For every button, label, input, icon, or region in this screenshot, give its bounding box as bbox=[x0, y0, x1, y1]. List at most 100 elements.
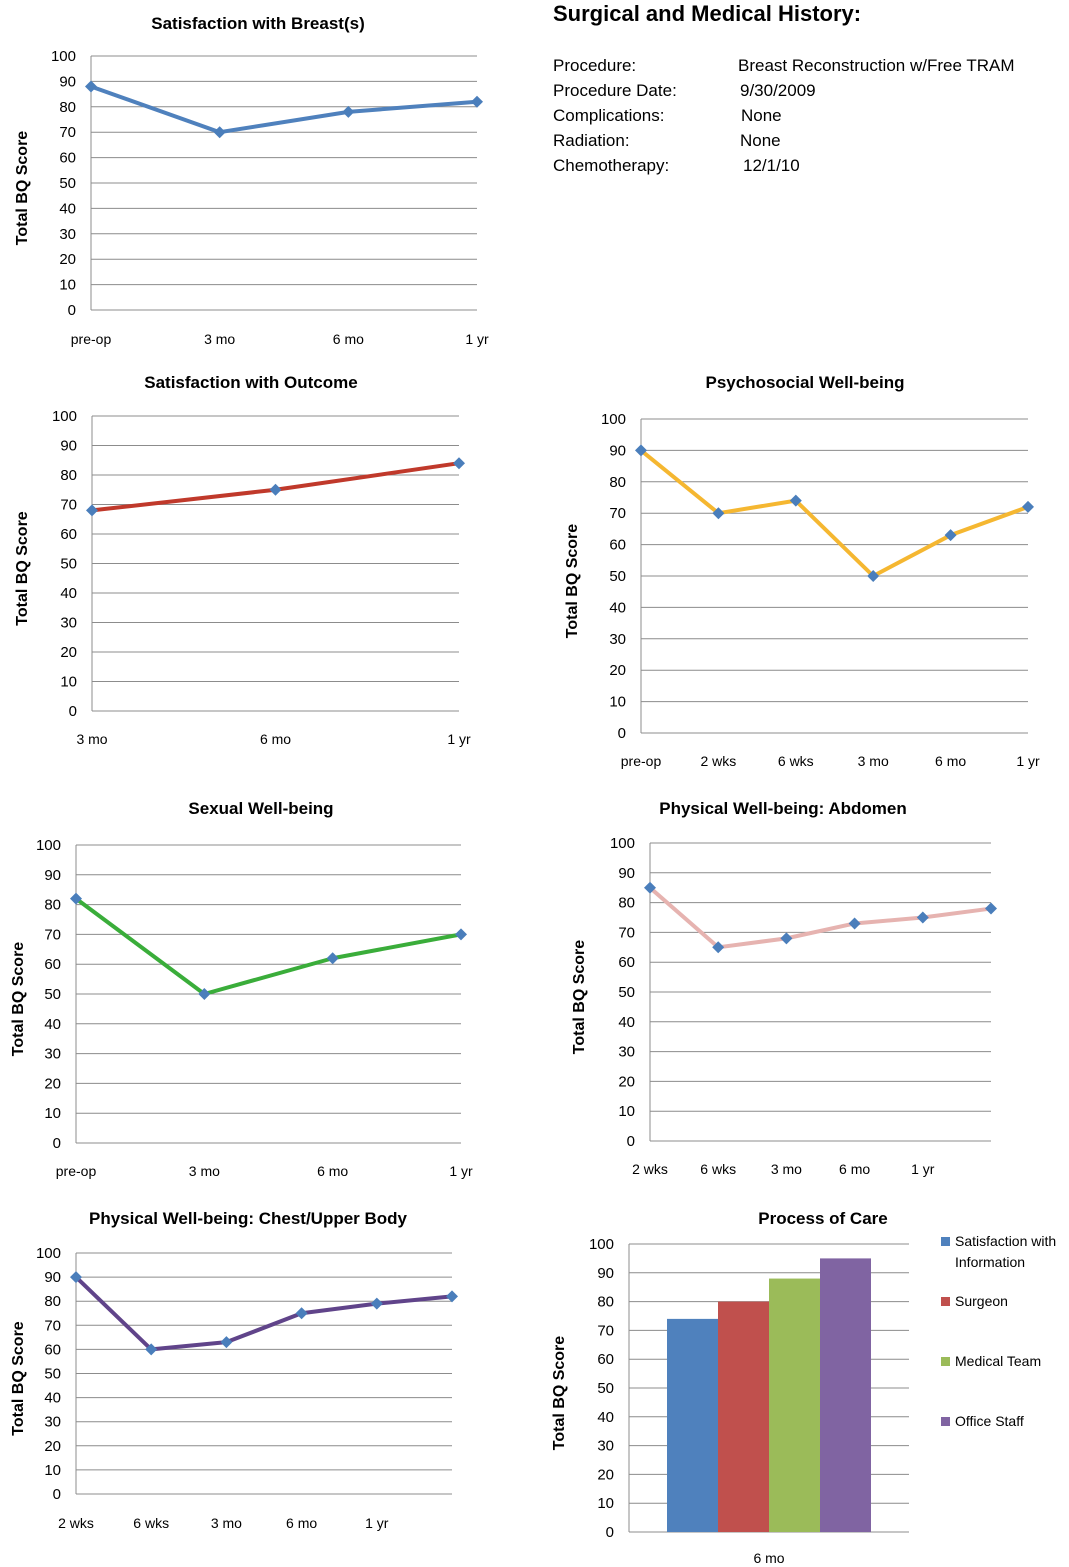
y-tick-label: 100 bbox=[601, 411, 626, 428]
bar bbox=[718, 1302, 769, 1532]
y-tick-label: 70 bbox=[44, 1317, 61, 1334]
y-tick-label: 70 bbox=[44, 926, 61, 943]
data-point bbox=[455, 928, 467, 940]
data-point bbox=[270, 484, 282, 496]
legend-label: Surgeon bbox=[955, 1293, 1008, 1309]
y-tick-label: 10 bbox=[60, 674, 77, 691]
y-tick-label: 40 bbox=[597, 1409, 614, 1426]
bar bbox=[667, 1319, 718, 1532]
bar bbox=[820, 1258, 871, 1532]
y-tick-label: 100 bbox=[36, 837, 61, 854]
y-tick-label: 60 bbox=[618, 954, 635, 971]
x-tick-label: pre-op bbox=[56, 1163, 97, 1179]
y-tick-label: 100 bbox=[610, 835, 635, 852]
y-tick-label: 70 bbox=[597, 1322, 614, 1339]
y-tick-label: 20 bbox=[609, 662, 626, 679]
x-tick-label: 6 mo bbox=[260, 731, 291, 747]
y-tick-label: 90 bbox=[609, 442, 626, 459]
y-tick-label: 90 bbox=[597, 1265, 614, 1282]
y-tick-label: 60 bbox=[60, 526, 77, 543]
x-tick-label: 6 mo bbox=[286, 1515, 317, 1531]
y-axis-label: Total BQ Score bbox=[14, 131, 31, 245]
chart-5: Physical Well-being: Abdomen010203040506… bbox=[571, 799, 997, 1177]
y-tick-label: 10 bbox=[618, 1103, 635, 1120]
chart-title: Satisfaction with Breast(s) bbox=[151, 14, 365, 33]
y-tick-label: 0 bbox=[53, 1135, 61, 1152]
y-tick-label: 20 bbox=[44, 1438, 61, 1455]
legend-swatch bbox=[941, 1237, 950, 1246]
x-tick-label: 6 wks bbox=[700, 1161, 736, 1177]
y-tick-label: 50 bbox=[44, 1366, 61, 1383]
data-point bbox=[446, 1290, 458, 1302]
y-tick-label: 50 bbox=[59, 175, 76, 192]
y-tick-label: 100 bbox=[36, 1245, 61, 1262]
y-tick-label: 60 bbox=[597, 1351, 614, 1368]
legend-swatch bbox=[941, 1417, 950, 1426]
y-tick-label: 10 bbox=[597, 1495, 614, 1512]
y-tick-label: 80 bbox=[609, 474, 626, 491]
y-tick-label: 80 bbox=[59, 99, 76, 116]
y-tick-label: 30 bbox=[44, 1046, 61, 1063]
y-tick-label: 20 bbox=[60, 644, 77, 661]
y-tick-label: 40 bbox=[44, 1390, 61, 1407]
x-tick-label: pre-op bbox=[621, 753, 662, 769]
y-tick-label: 40 bbox=[609, 599, 626, 616]
y-tick-label: 80 bbox=[597, 1294, 614, 1311]
y-axis-label: Total BQ Score bbox=[10, 1321, 27, 1435]
x-tick-label: 3 mo bbox=[189, 1163, 220, 1179]
x-tick-label: 1 yr bbox=[1016, 753, 1040, 769]
x-tick-label: 3 mo bbox=[211, 1515, 242, 1531]
data-point bbox=[296, 1307, 308, 1319]
x-tick-label: 1 yr bbox=[365, 1515, 389, 1531]
y-tick-label: 100 bbox=[51, 48, 76, 65]
y-tick-label: 70 bbox=[609, 505, 626, 522]
y-tick-label: 60 bbox=[609, 537, 626, 554]
legend-label: Satisfaction with Information bbox=[955, 1233, 1056, 1270]
chart-title: Satisfaction with Outcome bbox=[144, 373, 357, 392]
x-tick-label: 6 wks bbox=[133, 1515, 169, 1531]
y-tick-label: 80 bbox=[44, 1293, 61, 1310]
y-tick-label: 0 bbox=[68, 302, 76, 319]
data-point bbox=[985, 903, 997, 915]
y-tick-label: 70 bbox=[60, 497, 77, 514]
y-tick-label: 50 bbox=[609, 568, 626, 585]
chart-title: Process of Care bbox=[758, 1209, 887, 1228]
chart-title: Physical Well-being: Abdomen bbox=[659, 799, 906, 818]
y-tick-label: 20 bbox=[44, 1075, 61, 1092]
chart-7: Process of Care0102030405060708090100Tot… bbox=[551, 1209, 1056, 1566]
chart-1: Satisfaction with Breast(s)0102030405060… bbox=[14, 14, 489, 347]
y-tick-label: 60 bbox=[44, 1341, 61, 1358]
x-tick-label: 3 mo bbox=[771, 1161, 802, 1177]
x-tick-label: 6 mo bbox=[317, 1163, 348, 1179]
x-tick-label: 6 wks bbox=[778, 753, 814, 769]
y-tick-label: 40 bbox=[60, 585, 77, 602]
y-tick-label: 40 bbox=[44, 1016, 61, 1033]
y-axis-label: Total BQ Score bbox=[10, 942, 27, 1056]
y-tick-label: 20 bbox=[59, 251, 76, 268]
y-tick-label: 10 bbox=[44, 1462, 61, 1479]
y-tick-label: 90 bbox=[59, 73, 76, 90]
chart-3: Psychosocial Well-being 0 10 20 30 40 50 60 70 80… bbox=[564, 373, 1040, 769]
y-tick-label: 90 bbox=[60, 438, 77, 455]
chart-6: Physical Well-being: Chest/Upper Body010… bbox=[10, 1209, 458, 1531]
data-point bbox=[371, 1298, 383, 1310]
data-point bbox=[780, 932, 792, 944]
y-tick-label: 10 bbox=[44, 1105, 61, 1122]
x-tick-label: 3 mo bbox=[204, 331, 235, 347]
chart-title: Psychosocial Well-being bbox=[705, 373, 904, 392]
y-tick-label: 0 bbox=[69, 703, 77, 720]
y-tick-label: 30 bbox=[597, 1438, 614, 1455]
y-axis-label: Total BQ Score bbox=[571, 940, 588, 1054]
x-tick-label: 2 wks bbox=[632, 1161, 668, 1177]
x-tick-label: 2 wks bbox=[58, 1515, 94, 1531]
x-tick-label: 1 yr bbox=[447, 731, 471, 747]
data-point bbox=[86, 504, 98, 516]
data-point bbox=[85, 80, 97, 92]
data-point bbox=[220, 1336, 232, 1348]
y-tick-label: 60 bbox=[44, 956, 61, 973]
series-line bbox=[650, 888, 991, 948]
y-tick-label: 100 bbox=[52, 408, 77, 425]
y-tick-label: 10 bbox=[59, 277, 76, 294]
x-tick-label: 6 mo bbox=[935, 753, 966, 769]
